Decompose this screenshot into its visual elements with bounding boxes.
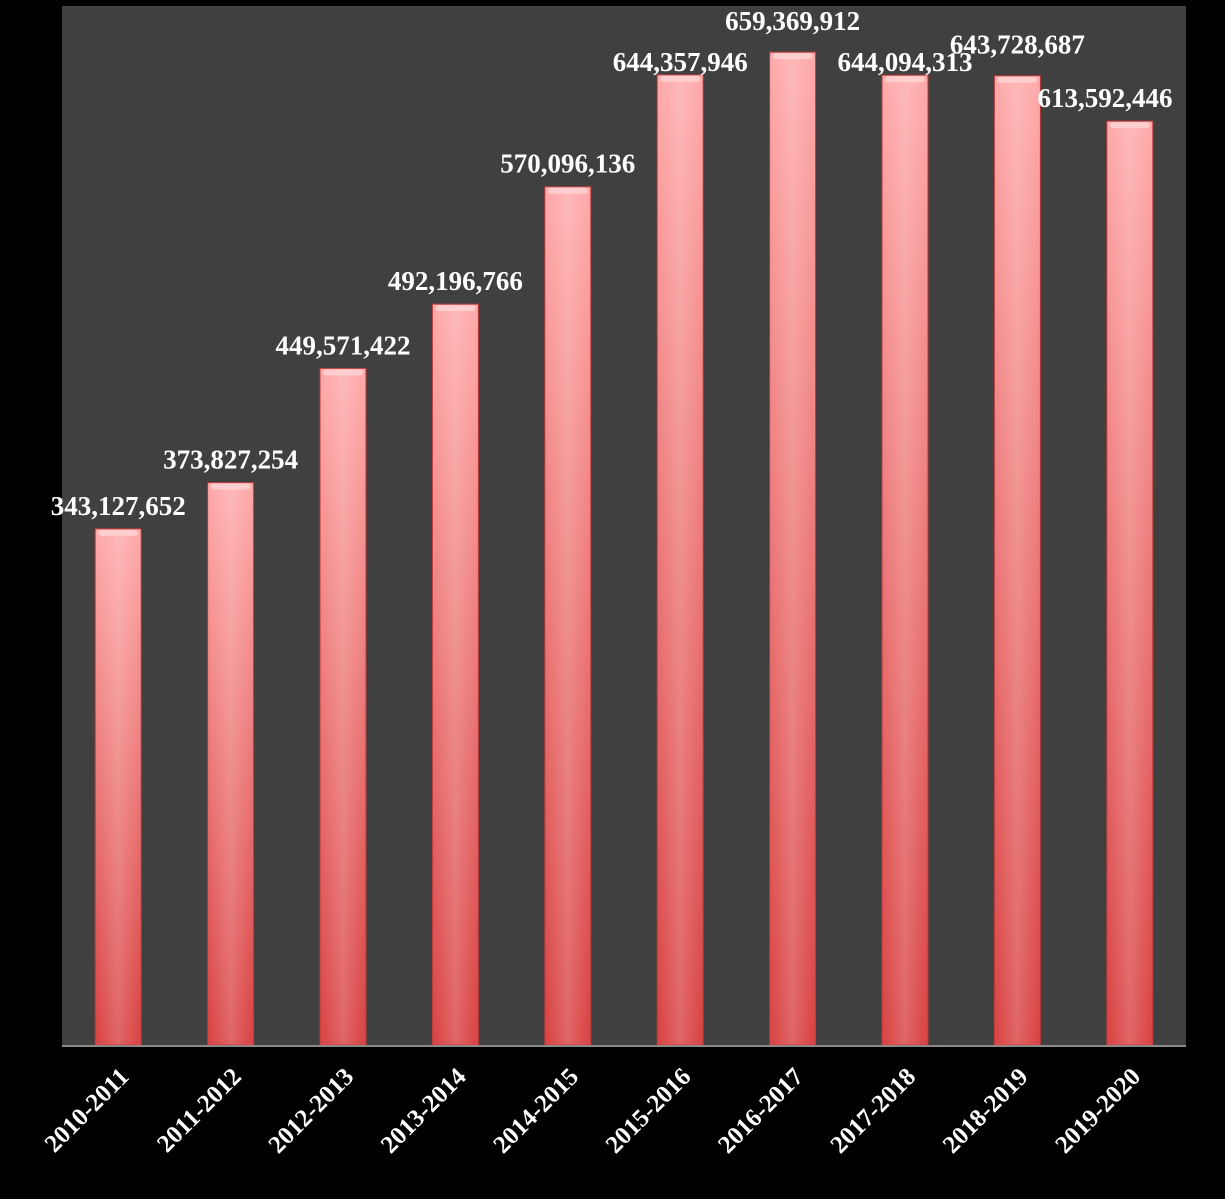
data-label: 449,571,422: [276, 330, 411, 360]
bar-highlight: [546, 188, 589, 1044]
x-tick-label: 2019-2020: [1050, 1063, 1146, 1159]
x-tick-label: 2014-2015: [488, 1063, 584, 1159]
bar-highlight: [1108, 123, 1151, 1044]
data-label: 644,357,946: [613, 47, 748, 77]
data-label: 644,094,313: [838, 47, 973, 77]
data-label: 643,728,687: [950, 30, 1085, 60]
bar-top-cap: [885, 76, 925, 83]
data-label: 570,096,136: [500, 149, 635, 179]
x-tick-label: 2018-2019: [938, 1063, 1034, 1159]
bar-top-cap: [435, 305, 476, 312]
bar-top-cap: [997, 76, 1038, 83]
bar-highlight: [97, 530, 140, 1044]
data-labels-group: 343,127,652 373,827,254 449,571,422 492,196…: [51, 6, 1173, 521]
bar-top-cap: [210, 483, 251, 490]
bar-highlight: [884, 77, 926, 1045]
bar-highlight: [659, 76, 702, 1044]
x-tick-label: 2010-2011: [40, 1063, 135, 1158]
bar-highlight: [322, 370, 364, 1044]
data-label: 373,827,254: [163, 445, 298, 475]
data-label: 659,369,912: [725, 6, 860, 36]
bar-highlight: [996, 77, 1039, 1045]
data-label: 613,592,446: [1038, 83, 1173, 113]
x-tick-label: 2011-2012: [152, 1063, 247, 1158]
x-tick-labels-group: 2010-2011 2011-2012 2012-2013 2013-2014 2014…: [40, 1063, 1146, 1159]
data-label: 492,196,766: [388, 266, 523, 296]
x-tick-label: 2017-2018: [826, 1063, 922, 1159]
bar-top-cap: [323, 369, 363, 376]
x-tick-label: 2015-2016: [601, 1063, 697, 1159]
bars-group: [94, 51, 1154, 1047]
bar-highlight: [434, 306, 477, 1045]
x-tick-label: 2013-2014: [376, 1063, 472, 1159]
x-tick-label: 2016-2017: [713, 1063, 809, 1159]
bar-top-cap: [1109, 122, 1150, 129]
data-label: 343,127,652: [51, 491, 186, 521]
bar-highlight: [771, 54, 814, 1044]
bar-highlight: [209, 484, 252, 1044]
bar-top-cap: [772, 53, 813, 60]
bar-top-cap: [98, 529, 139, 536]
bar-top-cap: [547, 187, 588, 194]
bar-top-cap: [660, 75, 701, 82]
x-tick-label: 2012-2013: [264, 1063, 360, 1159]
